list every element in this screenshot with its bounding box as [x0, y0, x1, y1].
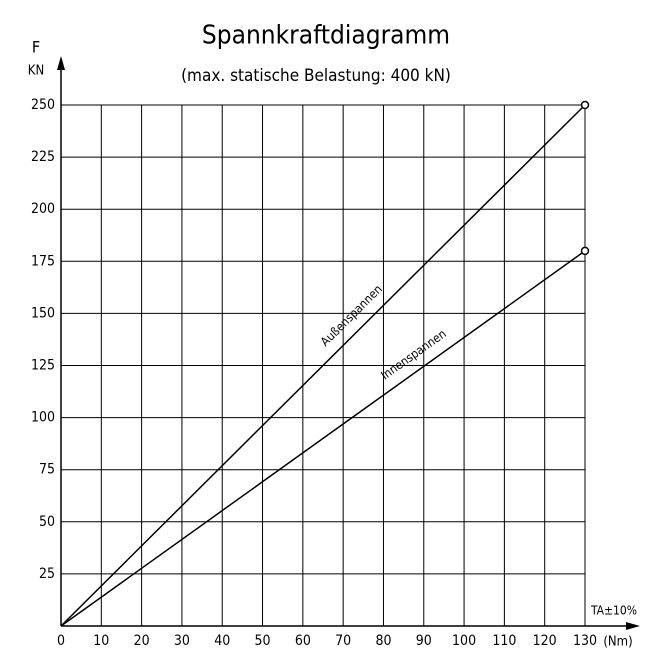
y-tick-label: 150: [31, 305, 55, 321]
x-axis-label: TA±10%: [590, 604, 637, 618]
x-tick-label: 130: [573, 633, 597, 649]
x-tick-label: 120: [533, 633, 557, 649]
x-tick-label: 110: [492, 633, 516, 649]
chart-subtitle: (max. statische Belastung: 400 kN): [181, 66, 451, 86]
y-tick-label: 225: [31, 149, 55, 165]
x-tick-label: 60: [295, 633, 311, 649]
y-axis-arrow: [57, 56, 65, 70]
data-line: [60, 104, 586, 627]
y-tick-label: 200: [31, 201, 55, 217]
x-tick-label: 10: [93, 633, 109, 649]
chart-title: Spannkraftdiagramm: [202, 21, 450, 51]
y-tick-label: 50: [39, 514, 55, 530]
y-tick-label: 125: [31, 358, 55, 374]
y-axis-unit: KN: [28, 64, 44, 79]
x-tick-label: 100: [452, 633, 476, 649]
series-label: Außenspannen: [318, 282, 385, 349]
x-tick-label: 50: [255, 633, 271, 649]
y-tick-label: 100: [31, 410, 55, 426]
y-axis-label: F: [32, 38, 40, 57]
x-tick-label: 0: [57, 633, 65, 649]
x-tick-label: 80: [375, 633, 391, 649]
x-tick-label: 30: [174, 633, 190, 649]
y-tick-label: 75: [39, 462, 55, 478]
x-axis-unit: (Nm): [603, 635, 632, 650]
y-tick-label: 250: [31, 97, 55, 113]
end-marker: [580, 100, 590, 110]
data-line: [60, 250, 586, 627]
y-tick-label: 175: [31, 253, 55, 269]
x-tick-label: 70: [335, 633, 351, 649]
x-tick-label: 40: [214, 633, 230, 649]
y-tick-label: 25: [39, 566, 55, 582]
end-marker: [580, 246, 590, 256]
x-tick-label: 90: [416, 633, 432, 649]
x-tick-label: 20: [134, 633, 150, 649]
x-axis-arrow: [626, 622, 640, 630]
